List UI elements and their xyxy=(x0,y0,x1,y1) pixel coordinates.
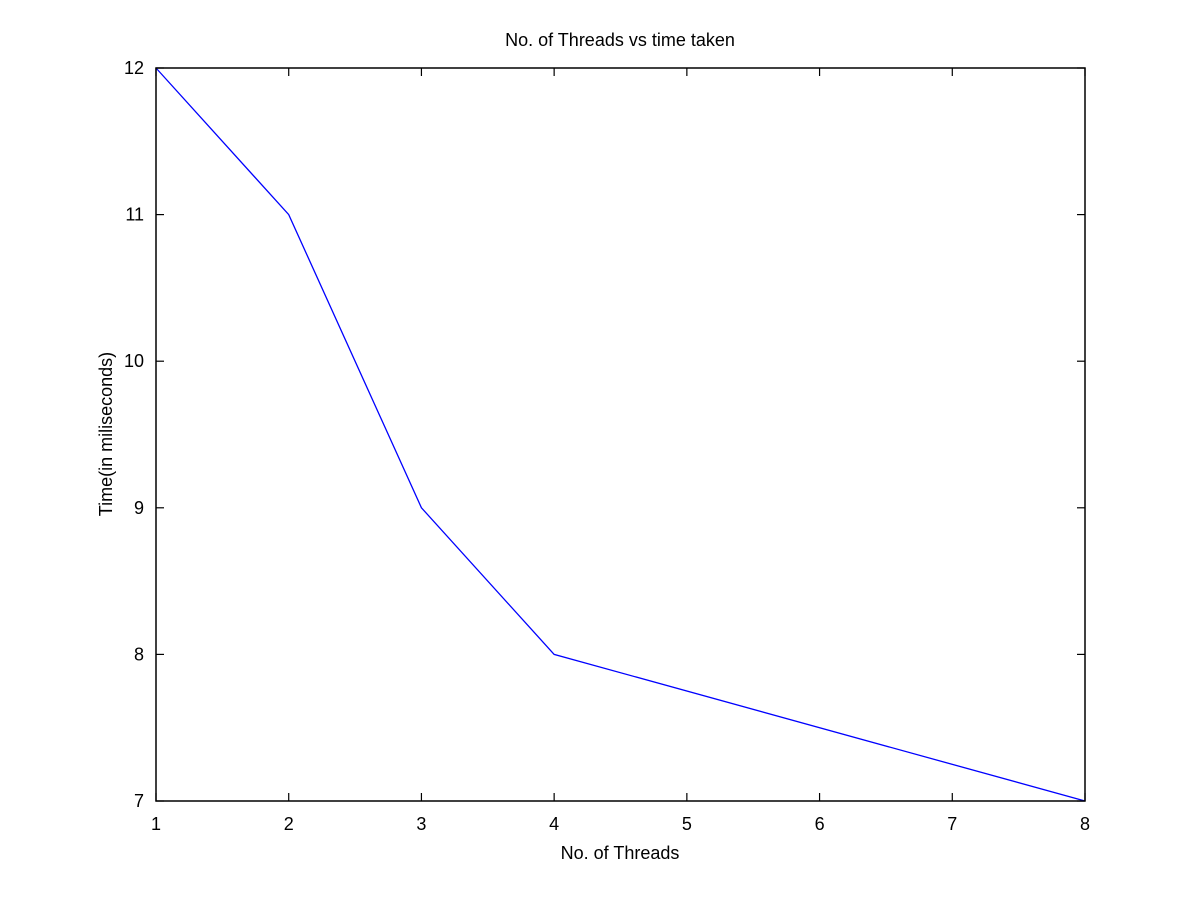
chart-title: No. of Threads vs time taken xyxy=(505,30,735,50)
x-tick-label: 5 xyxy=(682,814,692,834)
x-tick-label: 6 xyxy=(815,814,825,834)
x-tick-label: 1 xyxy=(151,814,161,834)
x-tick-label: 8 xyxy=(1080,814,1090,834)
y-axis-ticks: 7 8 9 10 11 12 xyxy=(124,58,1085,811)
y-tick-label: 9 xyxy=(134,498,144,518)
x-axis-ticks: 1 2 3 4 5 6 7 8 xyxy=(151,68,1090,834)
y-tick-label: 10 xyxy=(124,351,144,371)
y-tick-label: 11 xyxy=(125,205,144,225)
x-axis-label: No. of Threads xyxy=(561,843,680,863)
x-tick-label: 7 xyxy=(947,814,957,834)
y-tick-label: 12 xyxy=(124,58,144,78)
x-tick-label: 2 xyxy=(284,814,294,834)
x-tick-label: 4 xyxy=(549,814,559,834)
plot-frame xyxy=(155,67,1086,802)
y-tick-label: 7 xyxy=(134,791,144,811)
y-tick-label: 8 xyxy=(134,644,144,664)
y-axis-label: Time(in miliseconds) xyxy=(96,352,116,516)
x-tick-label: 3 xyxy=(416,814,426,834)
series-line xyxy=(155,67,1086,802)
plot-series-group xyxy=(155,67,1086,802)
